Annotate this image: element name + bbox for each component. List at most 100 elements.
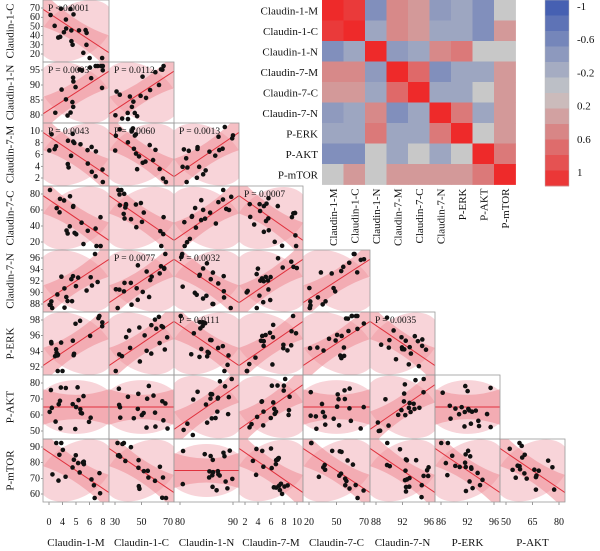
data-point [293, 331, 299, 336]
data-point [89, 144, 94, 150]
p-value-label: P = 0.0043 [48, 127, 89, 137]
data-point [190, 397, 196, 402]
scatter-panel: P = 0.0007 [238, 185, 304, 251]
heatmap-cell [494, 0, 516, 21]
data-point [70, 42, 75, 48]
data-point [216, 199, 221, 205]
data-point [197, 354, 202, 360]
y-tick: 70 [30, 3, 40, 14]
data-point [54, 205, 59, 211]
data-point [507, 446, 513, 452]
data-point [220, 343, 226, 349]
data-point [533, 474, 539, 480]
data-point [215, 409, 220, 414]
data-point [149, 322, 154, 328]
data-point [447, 403, 453, 409]
heatmap-cell [472, 61, 495, 83]
data-point [466, 406, 471, 412]
data-point [192, 205, 198, 211]
data-point [76, 28, 82, 33]
data-point [406, 405, 412, 411]
data-point [133, 151, 139, 156]
heatmap-cell [365, 164, 387, 185]
scatter-panel [108, 374, 175, 440]
heatmap-row-label: P-AKT [286, 149, 319, 161]
data-point [116, 452, 122, 458]
data-point [165, 426, 170, 431]
data-point [87, 65, 93, 70]
data-point [61, 29, 67, 35]
x-tick: 4 [256, 517, 261, 528]
y-label-claudin-7-c: Claudin-7-C [5, 191, 17, 246]
data-point [222, 384, 228, 389]
data-point [469, 409, 475, 415]
data-point [95, 279, 100, 285]
data-point [270, 322, 276, 328]
data-point [199, 346, 204, 352]
data-point [278, 481, 284, 487]
data-point [164, 335, 170, 340]
data-point [467, 479, 472, 484]
data-point [387, 337, 392, 343]
data-point [47, 409, 52, 415]
data-point [65, 298, 70, 304]
data-point [425, 473, 431, 479]
data-point [254, 446, 259, 452]
data-point [351, 251, 357, 257]
p-value-label: P = 0.0032 [179, 254, 220, 264]
data-point [287, 394, 292, 400]
data-point [322, 414, 328, 419]
data-point [115, 305, 120, 311]
data-point [48, 12, 53, 18]
data-point [210, 457, 216, 463]
data-point [342, 482, 348, 488]
data-point [160, 475, 166, 480]
heatmap-cell [472, 123, 495, 144]
fit-line [43, 8, 109, 54]
data-point [128, 280, 134, 286]
data-point [70, 273, 76, 279]
data-point [68, 6, 73, 12]
data-point [290, 313, 296, 319]
data-point [131, 146, 137, 152]
data-point [215, 281, 221, 286]
fit-line [43, 132, 109, 177]
data-point [143, 159, 148, 164]
data-point [403, 484, 409, 490]
heatmap-cell [429, 123, 452, 144]
data-point [49, 341, 54, 346]
data-point [469, 466, 474, 471]
data-point [337, 353, 343, 358]
scatter-panel [434, 438, 501, 503]
data-point [377, 428, 383, 434]
data-point [203, 402, 209, 407]
scatter-panel [173, 374, 240, 440]
data-point [226, 207, 232, 213]
y-tick: 70 [30, 473, 40, 484]
fit-line [174, 258, 239, 304]
data-point [419, 494, 424, 500]
x-tick: 86 [436, 517, 446, 528]
heatmap-cell [322, 143, 344, 165]
data-point [81, 50, 86, 56]
data-point [198, 197, 204, 203]
data-point [182, 219, 187, 225]
heatmap-cell [494, 41, 516, 62]
data-point [221, 295, 227, 300]
data-point [355, 326, 360, 332]
heatmap-cell [408, 82, 430, 103]
heatmap-cell [408, 123, 430, 144]
data-point [462, 424, 467, 429]
data-point [134, 166, 140, 172]
x-label-claudin-7-c: Claudin-7-C [309, 537, 364, 549]
data-point [153, 147, 158, 153]
y-tick: 96 [30, 253, 40, 264]
y-tick: 90 [30, 442, 40, 453]
data-point [253, 355, 258, 360]
data-point [204, 261, 210, 266]
data-point [519, 455, 525, 460]
x-tick: 70 [163, 517, 173, 528]
data-point [226, 394, 232, 400]
p-value-label: P < 0.0001 [48, 4, 89, 14]
data-point [56, 402, 62, 407]
